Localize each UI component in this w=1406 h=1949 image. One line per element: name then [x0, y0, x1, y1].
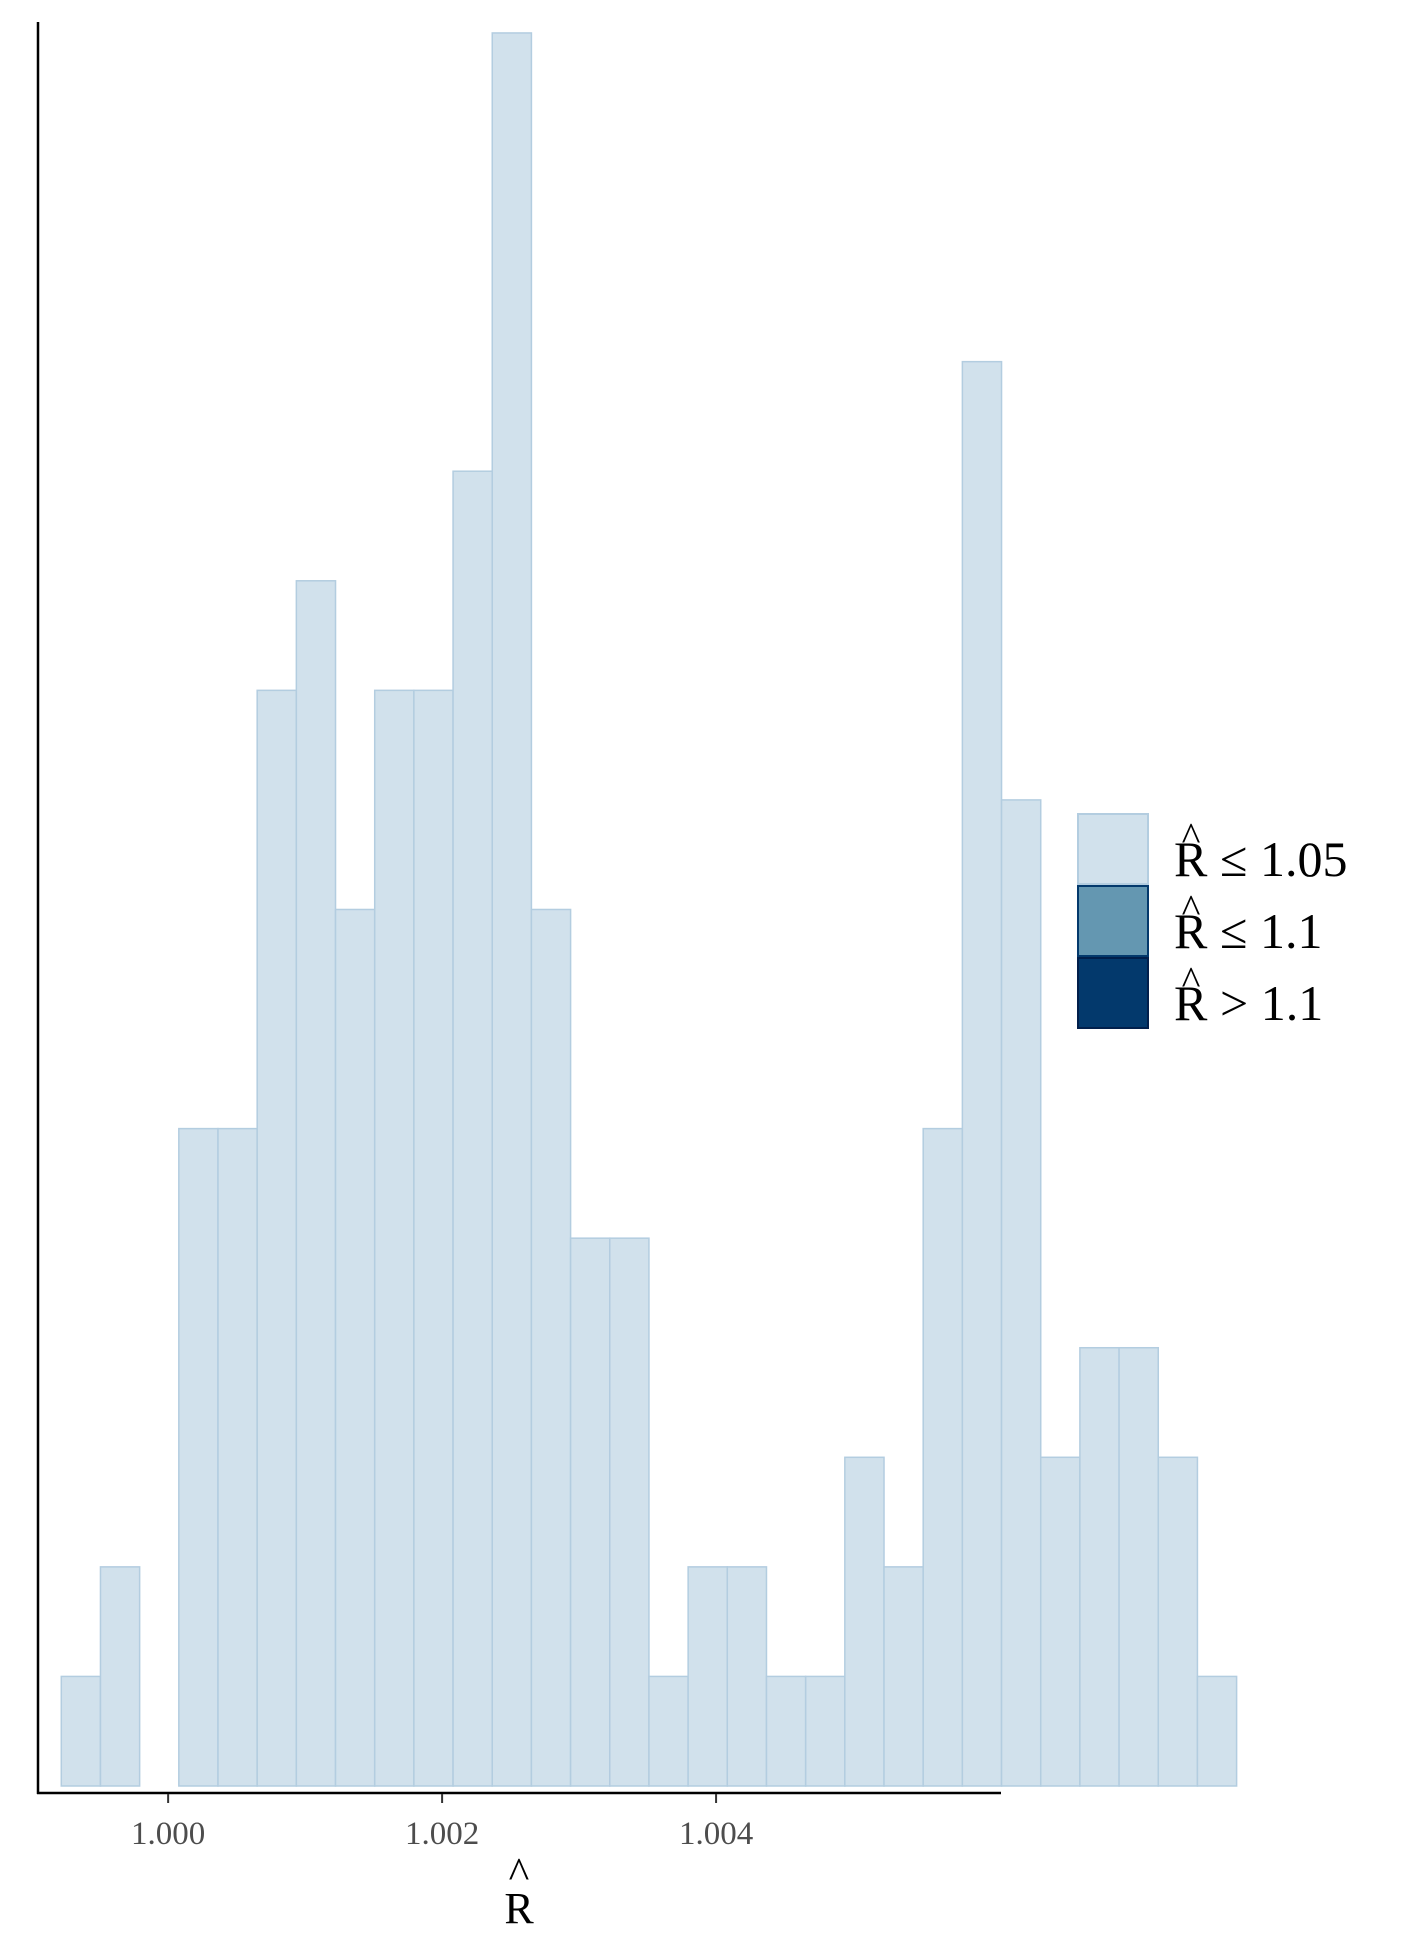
legend-hat: ^: [1182, 814, 1201, 859]
histogram-bar: [1196, 1675, 1238, 1787]
legend-key: [1077, 813, 1149, 885]
x-tick-label: 1.000: [131, 1816, 205, 1852]
histogram-bar: [1118, 1346, 1160, 1787]
histogram-bar: [726, 1566, 768, 1787]
legend-symbol: R: [1174, 831, 1208, 887]
histogram-bar: [60, 1675, 102, 1787]
histogram-bar: [1079, 1346, 1120, 1787]
histogram-bar: [256, 689, 298, 1787]
legend-label: ≤ 1.05: [1220, 831, 1347, 887]
x-axis-ticks: 1.000 1.002 1.004: [131, 1794, 753, 1852]
histogram-bar: [413, 689, 454, 1787]
histogram-bar: [569, 1237, 611, 1787]
histogram-bar: [765, 1675, 807, 1787]
legend-hat: ^: [1182, 886, 1201, 931]
histogram-bar: [530, 908, 572, 1787]
histogram-bar: [922, 1127, 964, 1787]
histogram-bar: [99, 1566, 141, 1787]
x-tick-label: 1.002: [405, 1816, 479, 1852]
histogram-bar: [804, 1675, 846, 1787]
legend-label: > 1.1: [1220, 975, 1323, 1031]
x-axis-title-text: R: [504, 1884, 534, 1933]
legend-key: [1077, 957, 1149, 1029]
histogram-bar: [334, 908, 376, 1787]
x-axis-title: ^ R: [504, 1849, 534, 1933]
legend-key: [1077, 885, 1149, 957]
histogram-bar: [491, 32, 533, 1787]
histogram-bar: [1039, 1456, 1081, 1787]
histogram-bar: [452, 470, 493, 1787]
histogram-bar: [217, 1127, 258, 1787]
legend-label: ≤ 1.1: [1220, 903, 1322, 959]
histogram-bar: [883, 1566, 924, 1787]
histogram-bar: [373, 689, 415, 1787]
legend: ^R ≤ 1.05^R ≤ 1.1^R > 1.1: [1077, 813, 1347, 1031]
histogram-bar: [1157, 1456, 1199, 1787]
histogram-bar: [844, 1456, 885, 1787]
legend-symbol: R: [1174, 975, 1208, 1031]
x-tick-label: 1.004: [679, 1816, 753, 1852]
histogram-bar: [1000, 799, 1042, 1787]
legend-hat: ^: [1182, 958, 1201, 1003]
histogram-bar: [961, 360, 1003, 1787]
legend-symbol: R: [1174, 903, 1208, 959]
histogram-bar: [648, 1675, 689, 1787]
histogram-bars: [60, 32, 1238, 1787]
histogram-bar: [687, 1566, 729, 1787]
histogram-bar: [295, 580, 337, 1787]
histogram-bar: [609, 1237, 650, 1787]
histogram-bar: [178, 1127, 219, 1787]
x-axis-title-hat: ^: [509, 1849, 530, 1898]
